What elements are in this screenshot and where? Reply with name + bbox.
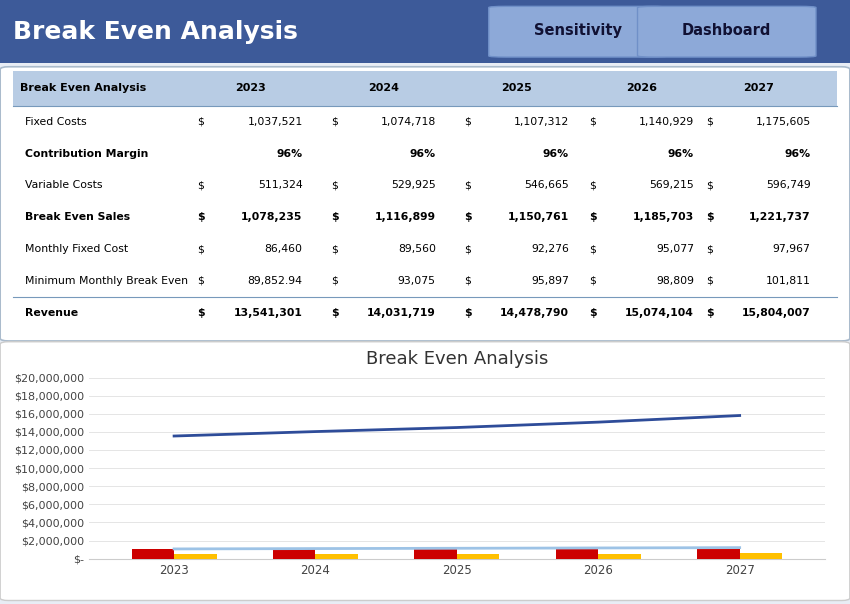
Text: 93,075: 93,075 [398, 276, 436, 286]
Text: $: $ [197, 244, 205, 254]
Text: Sensitivity: Sensitivity [534, 23, 622, 38]
Text: Monthly Fixed Cost: Monthly Fixed Cost [26, 244, 128, 254]
Text: 1,074,718: 1,074,718 [381, 117, 436, 127]
Text: 96%: 96% [668, 149, 694, 158]
Text: 14,478,790: 14,478,790 [500, 308, 570, 318]
FancyBboxPatch shape [0, 0, 850, 63]
Text: $: $ [464, 276, 471, 286]
Bar [273, 549, 315, 559]
Text: Contribution Margin: Contribution Margin [26, 149, 149, 158]
Text: $: $ [589, 276, 596, 286]
Text: 529,925: 529,925 [391, 181, 436, 190]
FancyBboxPatch shape [489, 6, 667, 57]
Text: 569,215: 569,215 [649, 181, 694, 190]
Text: $: $ [589, 244, 596, 254]
Text: Variable Costs: Variable Costs [26, 181, 103, 190]
Text: $: $ [331, 244, 337, 254]
Text: $: $ [589, 308, 597, 318]
Text: $: $ [331, 212, 338, 222]
Text: 95,897: 95,897 [531, 276, 570, 286]
Text: 2023: 2023 [235, 83, 265, 92]
Bar [457, 554, 499, 559]
Bar [556, 548, 598, 559]
Text: 14,031,719: 14,031,719 [367, 308, 436, 318]
Text: 1,078,235: 1,078,235 [241, 212, 303, 222]
Text: Fixed Costs: Fixed Costs [26, 117, 87, 127]
Bar [598, 553, 641, 559]
Text: Break Even Analysis: Break Even Analysis [20, 83, 146, 92]
Text: 2024: 2024 [368, 83, 399, 92]
Text: $: $ [706, 212, 713, 222]
Text: 2027: 2027 [743, 83, 774, 92]
Text: $: $ [464, 181, 471, 190]
Text: 1,037,521: 1,037,521 [247, 117, 303, 127]
Text: 96%: 96% [410, 149, 436, 158]
FancyBboxPatch shape [0, 342, 850, 600]
Text: $: $ [464, 212, 472, 222]
Text: 596,749: 596,749 [766, 181, 811, 190]
Text: 92,276: 92,276 [531, 244, 570, 254]
Text: 1,140,929: 1,140,929 [639, 117, 694, 127]
Bar [697, 548, 740, 559]
Text: $: $ [464, 244, 471, 254]
Text: $: $ [331, 276, 337, 286]
Text: $: $ [464, 308, 472, 318]
Text: 15,804,007: 15,804,007 [742, 308, 811, 318]
Text: $: $ [197, 308, 205, 318]
Text: 1,150,761: 1,150,761 [507, 212, 570, 222]
Text: $: $ [197, 117, 205, 127]
Text: 96%: 96% [785, 149, 811, 158]
Text: 95,077: 95,077 [656, 244, 694, 254]
Text: 1,107,312: 1,107,312 [514, 117, 570, 127]
Text: 97,967: 97,967 [773, 244, 811, 254]
Text: $: $ [589, 181, 596, 190]
Text: Dashboard: Dashboard [682, 23, 772, 38]
Text: $: $ [589, 212, 597, 222]
Text: 13,541,301: 13,541,301 [234, 308, 303, 318]
Text: $: $ [706, 244, 712, 254]
Text: $: $ [331, 308, 338, 318]
Text: 89,560: 89,560 [398, 244, 436, 254]
FancyBboxPatch shape [638, 6, 816, 57]
Text: 2026: 2026 [626, 83, 657, 92]
Bar [132, 549, 174, 559]
Text: Minimum Monthly Break Even: Minimum Monthly Break Even [26, 276, 188, 286]
Text: $: $ [706, 117, 712, 127]
Text: Break Even Sales: Break Even Sales [26, 212, 130, 222]
Text: 511,324: 511,324 [258, 181, 303, 190]
Text: $: $ [197, 276, 205, 286]
Text: 96%: 96% [276, 149, 303, 158]
Text: 2025: 2025 [502, 83, 532, 92]
Title: Break Even Analysis: Break Even Analysis [366, 350, 548, 368]
Text: 1,116,899: 1,116,899 [375, 212, 436, 222]
Text: 98,809: 98,809 [656, 276, 694, 286]
Text: Break Even Analysis: Break Even Analysis [13, 20, 297, 43]
Text: $: $ [197, 181, 205, 190]
Text: 89,852.94: 89,852.94 [247, 276, 303, 286]
Text: $: $ [197, 212, 205, 222]
Text: $: $ [706, 308, 713, 318]
Text: 96%: 96% [543, 149, 570, 158]
Text: $: $ [589, 117, 596, 127]
Legend: Fixed Costs, Variable Costs, Break Even Sales, Revenue: Fixed Costs, Variable Costs, Break Even … [225, 601, 688, 604]
Bar [415, 548, 456, 559]
Text: 1,185,703: 1,185,703 [632, 212, 694, 222]
Text: 86,460: 86,460 [264, 244, 303, 254]
Text: $: $ [464, 117, 471, 127]
FancyBboxPatch shape [0, 67, 850, 341]
FancyBboxPatch shape [13, 71, 837, 106]
Text: 101,811: 101,811 [766, 276, 811, 286]
Text: 1,175,605: 1,175,605 [756, 117, 811, 127]
Text: $: $ [331, 181, 337, 190]
Text: 1,221,737: 1,221,737 [749, 212, 811, 222]
Text: Revenue: Revenue [26, 308, 78, 318]
Bar [740, 553, 782, 559]
Text: $: $ [706, 276, 712, 286]
Text: $: $ [706, 181, 712, 190]
Text: $: $ [331, 117, 337, 127]
Bar [315, 554, 358, 559]
Text: 546,665: 546,665 [524, 181, 570, 190]
Text: 15,074,104: 15,074,104 [626, 308, 694, 318]
Bar [174, 554, 217, 559]
